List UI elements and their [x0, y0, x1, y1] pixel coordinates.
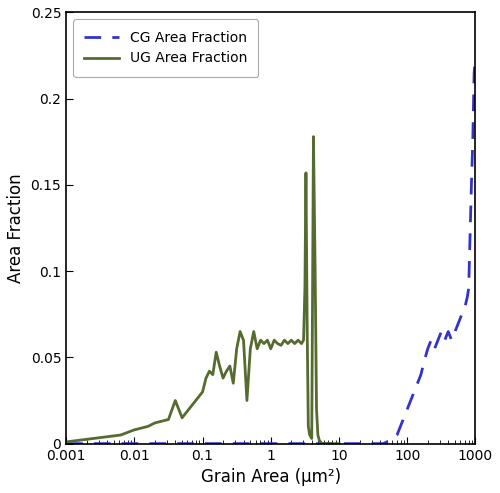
CG Area Fraction — [424, 346, 430, 352]
Line: CG Area Fraction: CG Area Fraction — [66, 56, 476, 444]
CG Area Fraction — [467, 234, 473, 240]
CG Area Fraction — [459, 311, 465, 317]
CG Area Fraction — [336, 441, 342, 447]
CG Area Fraction — [452, 328, 458, 334]
UG Area Fraction — [63, 439, 69, 445]
CG Area Fraction — [200, 441, 205, 447]
CG Area Fraction — [387, 437, 393, 443]
CG Area Fraction — [384, 439, 390, 445]
CG Area Fraction — [438, 328, 444, 334]
CG Area Fraction — [435, 337, 441, 343]
UG Area Fraction — [248, 346, 254, 352]
CG Area Fraction — [401, 415, 407, 421]
UG Area Fraction — [254, 346, 260, 352]
CG Area Fraction — [404, 406, 410, 412]
UG Area Fraction — [213, 349, 219, 355]
CG Area Fraction — [364, 441, 370, 447]
CG Area Fraction — [462, 303, 468, 309]
UG Area Fraction — [206, 368, 212, 374]
CG Area Fraction — [411, 389, 417, 395]
CG Area Fraction — [445, 328, 451, 334]
CG Area Fraction — [422, 358, 428, 364]
CG Area Fraction — [418, 372, 424, 378]
CG Area Fraction — [350, 441, 356, 447]
UG Area Fraction — [319, 441, 325, 447]
CG Area Fraction — [470, 139, 476, 145]
CG Area Fraction — [466, 285, 471, 291]
CG Area Fraction — [398, 423, 404, 429]
CG Area Fraction — [374, 441, 380, 447]
UG Area Fraction — [336, 441, 342, 447]
CG Area Fraction — [442, 337, 448, 343]
CG Area Fraction — [408, 397, 414, 403]
CG Area Fraction — [394, 432, 400, 438]
CG Area Fraction — [414, 380, 420, 386]
CG Area Fraction — [464, 294, 470, 300]
CG Area Fraction — [448, 337, 454, 343]
CG Area Fraction — [380, 441, 386, 447]
CG Area Fraction — [432, 346, 438, 352]
X-axis label: Grain Area (μm²): Grain Area (μm²) — [200, 468, 341, 486]
CG Area Fraction — [377, 441, 383, 447]
CG Area Fraction — [268, 441, 274, 447]
Legend: CG Area Fraction, UG Area Fraction: CG Area Fraction, UG Area Fraction — [73, 19, 258, 76]
UG Area Fraction — [310, 134, 316, 140]
UG Area Fraction — [295, 337, 301, 343]
CG Area Fraction — [302, 441, 308, 447]
CG Area Fraction — [329, 441, 335, 447]
CG Area Fraction — [390, 435, 396, 441]
CG Area Fraction — [471, 70, 477, 76]
CG Area Fraction — [63, 441, 69, 447]
CG Area Fraction — [472, 53, 478, 59]
CG Area Fraction — [343, 441, 349, 447]
CG Area Fraction — [356, 441, 362, 447]
CG Area Fraction — [468, 182, 474, 188]
UG Area Fraction — [329, 441, 335, 447]
Y-axis label: Area Fraction: Area Fraction — [7, 173, 25, 283]
CG Area Fraction — [132, 441, 138, 447]
CG Area Fraction — [456, 320, 462, 326]
CG Area Fraction — [428, 337, 434, 343]
Line: UG Area Fraction: UG Area Fraction — [66, 137, 339, 444]
CG Area Fraction — [370, 441, 376, 447]
CG Area Fraction — [316, 441, 322, 447]
